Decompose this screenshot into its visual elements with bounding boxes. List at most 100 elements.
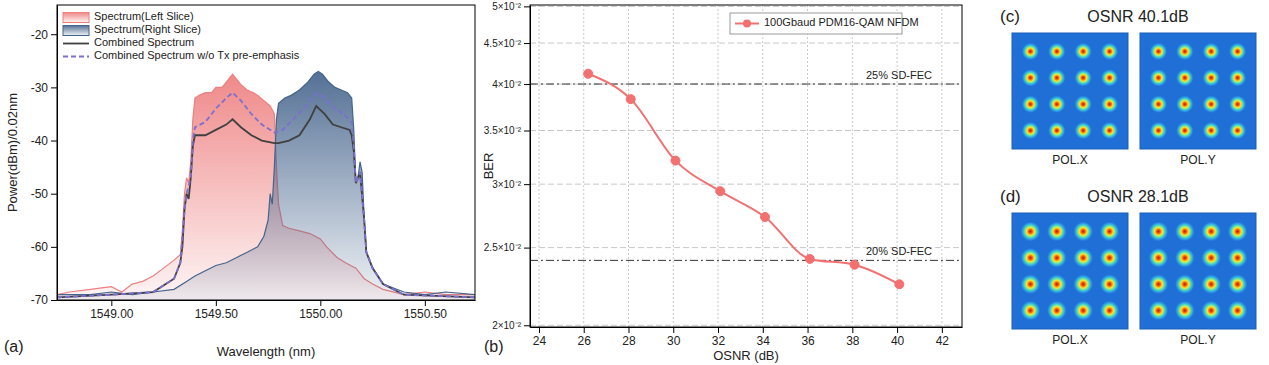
tick: 4.5×10⁻² (484, 38, 530, 49)
marker (850, 260, 859, 269)
symbol-cluster (1175, 300, 1196, 321)
tick: -50 (31, 187, 57, 201)
grid-line (852, 5, 853, 327)
legend-swatch (743, 20, 751, 28)
symbol-cluster (1073, 221, 1094, 242)
tick: 1550.00 (299, 300, 343, 321)
tick-label: 4.5×10⁻² (484, 38, 522, 49)
tick-mark (216, 300, 217, 306)
symbol-cluster (1176, 69, 1194, 87)
tick-mark (524, 131, 530, 132)
tick-label: 2×10⁻² (492, 320, 522, 331)
grid-line (583, 5, 584, 327)
symbol-cluster (1228, 42, 1246, 60)
tick: -40 (31, 134, 57, 148)
symbol-cluster (1228, 121, 1246, 139)
tick-mark (942, 327, 943, 333)
tick-mark (320, 300, 321, 306)
panel-label: (d) (1000, 187, 1021, 206)
symbol-cluster (1099, 221, 1120, 242)
tick-label: 4×10⁻² (492, 79, 522, 90)
marker (805, 254, 814, 263)
symbol-cluster (1176, 121, 1194, 139)
grid-line (673, 5, 674, 327)
tick-mark (51, 300, 57, 301)
tick-mark (524, 184, 530, 185)
legend-swatch (63, 13, 89, 23)
symbol-cluster (1201, 221, 1222, 242)
area (57, 71, 475, 300)
tick: 26 (578, 327, 592, 348)
tick: 40 (891, 327, 905, 348)
tick: 2×10⁻² (492, 320, 530, 331)
symbol-cluster (1148, 248, 1169, 269)
panel-label: (a) (4, 338, 24, 355)
symbol-cluster (1048, 69, 1066, 87)
tick-mark (51, 87, 57, 88)
grid-line (530, 184, 962, 185)
symbol-cluster (1021, 121, 1039, 139)
tick-mark (51, 34, 57, 35)
grid-line (530, 6, 962, 7)
tick-label: 2.5×10⁻² (484, 242, 522, 253)
legend-label: Combined Spectrum (94, 36, 194, 48)
legend: 100Gbaud PDM16-QAM NFDM (730, 13, 919, 34)
tick-mark (524, 84, 530, 85)
panel: (c)OSNR 40.1dBPOL.XPOL.Y (1000, 7, 1256, 167)
tick: 1549.00 (90, 300, 134, 321)
figure-svg: 1549.001549.501550.001550.50-70-60-50-40… (0, 0, 1269, 365)
symbol-cluster (1176, 95, 1194, 113)
symbol-cluster (1201, 274, 1222, 295)
legend-label: Spectrum(Left Slice) (94, 10, 194, 22)
tick-mark (897, 327, 898, 333)
marker (626, 95, 635, 104)
line (57, 106, 475, 297)
marker (584, 69, 593, 78)
tick: 42 (936, 327, 950, 348)
tick: 2.5×10⁻² (484, 242, 530, 253)
tick: 32 (712, 327, 726, 348)
tick: -20 (31, 28, 57, 42)
symbol-cluster (1048, 121, 1066, 139)
tick: -60 (31, 240, 57, 254)
symbol-cluster (1047, 274, 1068, 295)
symbol-cluster (1099, 248, 1120, 269)
symbol-cluster (1227, 248, 1248, 269)
panel-label: (c) (1000, 7, 1020, 26)
symbol-cluster (1148, 300, 1169, 321)
symbol-cluster (1047, 248, 1068, 269)
symbol-cluster (1073, 300, 1094, 321)
tick-mark (111, 300, 112, 306)
grid-line (897, 5, 898, 327)
y-axis: -70-60-50-40-30-20 (31, 6, 58, 308)
symbol-cluster (1047, 221, 1068, 242)
plot-area (1149, 42, 1246, 139)
tick-label: 40 (891, 334, 905, 348)
symbol-cluster (1048, 42, 1066, 60)
tick: -30 (31, 81, 57, 95)
tick-mark (718, 327, 719, 333)
tick-label: 36 (801, 334, 815, 348)
plot-frame (1012, 33, 1128, 149)
threshold-label: 25% SD-FEC (866, 69, 932, 81)
tick-label: -30 (31, 81, 49, 95)
tick-mark (584, 327, 585, 333)
marker (716, 187, 725, 196)
plot-frame (530, 5, 962, 327)
tick-label: 38 (846, 334, 860, 348)
tick-label: 1550.00 (299, 307, 343, 321)
symbol-cluster (1021, 42, 1039, 60)
symbol-cluster (1227, 274, 1248, 295)
series-label: POL.Y (1180, 153, 1215, 167)
x-axis: 24262830323436384042 (531, 327, 963, 348)
legend-swatch (63, 43, 89, 45)
symbol-cluster (1149, 42, 1167, 60)
grid-line (530, 43, 962, 44)
axis-line (58, 300, 476, 301)
line (57, 93, 475, 298)
grid-line (530, 325, 962, 326)
symbol-cluster (1148, 274, 1169, 295)
tick: 36 (801, 327, 815, 348)
symbol-cluster (1047, 300, 1068, 321)
symbol-cluster (1202, 69, 1220, 87)
